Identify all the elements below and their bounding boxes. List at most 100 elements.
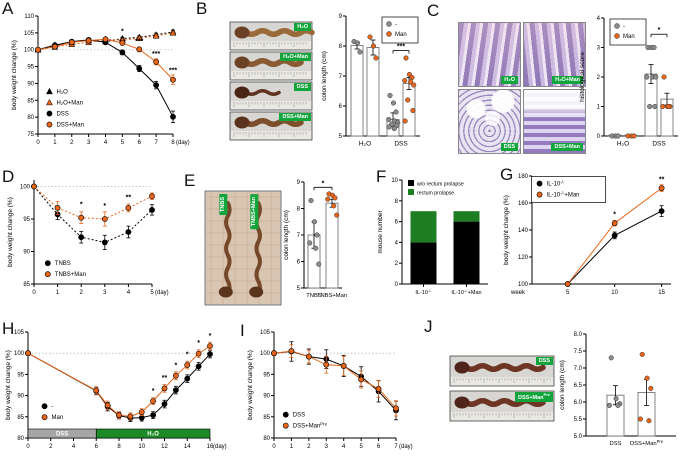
svg-text:body weight change (%): body weight change (%) (5, 350, 12, 420)
svg-text:16: 16 (207, 444, 214, 450)
svg-text:H₂O+Man: H₂O+Man (56, 101, 83, 107)
panel-b-colon-photo-dss-man: DSS+Man (229, 111, 313, 141)
svg-text:90: 90 (263, 394, 270, 400)
svg-text:3: 3 (325, 444, 329, 450)
svg-text:**: ** (162, 375, 168, 382)
svg-text:H₂O: H₂O (359, 141, 371, 148)
svg-text:180: 180 (518, 174, 529, 180)
panel-a-body-weight-line-chart: 75 80 85 90 95 100 105 110 0 1 2 3 4 5 6 7 8 (day) body we… (11, 14, 190, 146)
svg-text:***: *** (152, 51, 160, 58)
panel-c-histology-dss: DSS (458, 89, 521, 154)
svg-text:5: 5 (359, 444, 363, 450)
svg-text:8: 8 (297, 207, 301, 213)
svg-text:85: 85 (17, 415, 24, 421)
svg-text:3: 3 (597, 46, 601, 52)
svg-text:7.5: 7.5 (574, 349, 583, 355)
panel-b-colon-photo-h2o: H₂O (229, 21, 315, 51)
svg-text:6: 6 (395, 220, 399, 226)
panel-j-colon-length-bar-chart: 5.0 5.5 6.0 6.5 7.0 7.5 8.0 colon length (cm) DS… (559, 332, 676, 447)
svg-text:colon length (cm): colon length (cm) (321, 51, 328, 101)
svg-text:85: 85 (263, 415, 270, 421)
svg-text:160: 160 (518, 201, 529, 207)
panel-c-label: C (427, 1, 440, 20)
svg-text:body weight change (%): body weight change (%) (7, 197, 14, 267)
svg-text:100: 100 (518, 282, 529, 288)
svg-text:**: ** (659, 176, 665, 183)
svg-text:8: 8 (171, 140, 175, 146)
panel-a-label: A (2, 0, 14, 18)
svg-text:12: 12 (161, 444, 168, 450)
svg-text:-: - (623, 24, 625, 30)
photo-label: DSS (500, 142, 518, 151)
photo-label: TNBS+Man (250, 194, 259, 230)
svg-text:5.0: 5.0 (574, 434, 583, 440)
svg-text:95: 95 (23, 217, 30, 223)
svg-text:(day): (day) (176, 140, 190, 146)
panel-f-rectum-prolapse-stacked-bar-chart: 0 2 4 6 8 10 mouse number IL-10-/- IL-10-/-+Man w… (377, 178, 488, 296)
svg-text:*: * (80, 202, 83, 209)
svg-text:body weight change (%): body weight change (%) (11, 40, 18, 110)
panel-j-colon-photo-dss: DSS (449, 355, 555, 387)
svg-text:***: *** (397, 44, 405, 51)
svg-text:*: * (175, 363, 178, 370)
svg-text:7: 7 (154, 140, 158, 146)
svg-text:TNBS+Man: TNBS+Man (55, 272, 86, 278)
photo-label: DSS+Man (551, 142, 583, 151)
svg-text:DSS+ManPre: DSS+ManPre (630, 439, 664, 447)
svg-text:6.5: 6.5 (574, 383, 583, 389)
svg-text:TNBS+Man: TNBS+Man (317, 293, 347, 299)
svg-text:IL-10-/-+Man: IL-10-/-+Man (547, 190, 580, 198)
photo-label: DSS+ManPre (515, 392, 553, 403)
photo-label: DSS (535, 357, 553, 366)
panel-i-label: I (240, 321, 245, 340)
svg-text:105: 105 (260, 330, 271, 336)
photo-label: DSS+Man (279, 113, 311, 122)
svg-text:Man: Man (623, 34, 635, 40)
svg-text:Man: Man (395, 32, 407, 38)
svg-text:90: 90 (27, 81, 34, 87)
svg-text:7.0: 7.0 (574, 366, 583, 372)
svg-text:(day): (day) (399, 444, 413, 450)
panel-e-label: E (184, 171, 196, 190)
svg-text:IL-10-/-: IL-10-/- (547, 179, 565, 187)
panel-b-colon-photo-dss: DSS (229, 81, 313, 111)
photo-label: H₂O (294, 23, 311, 32)
photo-label: DSS (293, 83, 311, 92)
panel-c-histological-score-bar-chart: 0 1 2 3 4 histological score H₂O DSS * - Man (579, 16, 678, 148)
svg-text:2: 2 (49, 444, 53, 450)
panel-j-colon-photo-dss-man-pre: DSS+ManPre (449, 390, 555, 422)
svg-text:Man: Man (52, 415, 64, 421)
svg-text:***: *** (169, 68, 177, 75)
svg-text:90: 90 (17, 394, 24, 400)
svg-text:6.0: 6.0 (574, 400, 583, 406)
svg-text:*: * (152, 388, 155, 395)
svg-text:5: 5 (566, 290, 570, 296)
svg-text:75: 75 (27, 132, 34, 138)
panel-d-body-weight-line-chart: 85 90 95 100 0 1 2 3 4 5 (day) body weight change (… (7, 180, 169, 296)
svg-text:0: 0 (597, 134, 601, 140)
svg-text:4: 4 (127, 290, 131, 296)
svg-text:colon length (cm): colon length (cm) (559, 360, 566, 410)
svg-text:100: 100 (260, 351, 271, 357)
svg-text:DSS+Man: DSS+Man (56, 123, 84, 129)
svg-text:**: ** (126, 195, 132, 202)
svg-text:15: 15 (658, 290, 665, 296)
svg-text:85: 85 (27, 98, 34, 104)
svg-text:-: - (52, 404, 54, 410)
svg-text:***: *** (135, 39, 143, 46)
svg-text:10: 10 (138, 444, 145, 450)
svg-text:4: 4 (597, 16, 601, 22)
colon-image (229, 21, 315, 51)
svg-text:H₂O: H₂O (617, 141, 629, 148)
svg-text:*: * (103, 203, 106, 210)
svg-text:body weight change (%): body weight change (%) (503, 195, 510, 265)
svg-text:8: 8 (339, 44, 343, 50)
svg-text:8: 8 (395, 199, 399, 205)
svg-text:H₂O: H₂O (147, 432, 159, 438)
svg-text:6: 6 (138, 140, 142, 146)
svg-text:*: * (121, 29, 124, 36)
panel-g-label: G (500, 165, 514, 184)
svg-text:w/o rectum prolapse: w/o rectum prolapse (417, 182, 464, 188)
panel-g-body-weight-line-chart: 100 120 140 160 180 5 10 15 week body weight chan… (503, 174, 671, 296)
